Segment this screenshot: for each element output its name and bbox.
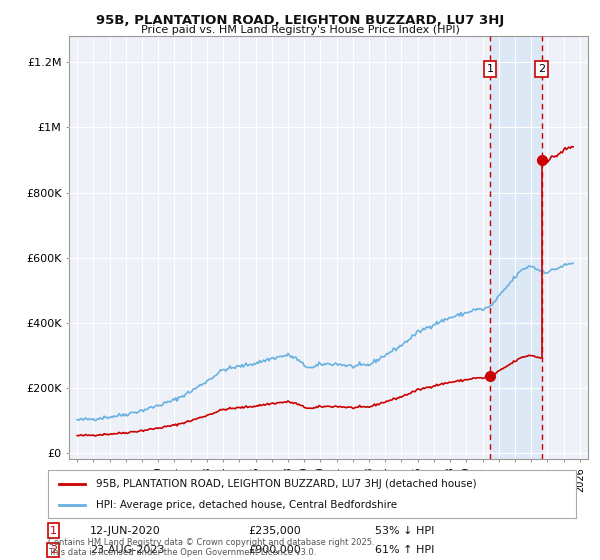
Text: 95B, PLANTATION ROAD, LEIGHTON BUZZARD, LU7 3HJ (detached house): 95B, PLANTATION ROAD, LEIGHTON BUZZARD, … (95, 479, 476, 489)
Text: 95B, PLANTATION ROAD, LEIGHTON BUZZARD, LU7 3HJ: 95B, PLANTATION ROAD, LEIGHTON BUZZARD, … (96, 14, 504, 27)
Text: 12-JUN-2020: 12-JUN-2020 (90, 526, 161, 535)
Text: £235,000: £235,000 (248, 526, 301, 535)
Bar (556, 36, 588, 459)
Text: 61% ↑ HPI: 61% ↑ HPI (376, 545, 435, 555)
Text: £900,000: £900,000 (248, 545, 301, 555)
Text: 53% ↓ HPI: 53% ↓ HPI (376, 526, 435, 535)
Text: 2: 2 (538, 64, 545, 74)
Bar (490, 36, 542, 459)
Text: 23-AUG-2023: 23-AUG-2023 (90, 545, 165, 555)
Text: HPI: Average price, detached house, Central Bedfordshire: HPI: Average price, detached house, Cent… (95, 500, 397, 510)
Text: 2: 2 (50, 545, 57, 555)
Text: Price paid vs. HM Land Registry's House Price Index (HPI): Price paid vs. HM Land Registry's House … (140, 25, 460, 35)
Text: 1: 1 (487, 64, 493, 74)
Text: Contains HM Land Registry data © Crown copyright and database right 2025.
This d: Contains HM Land Registry data © Crown c… (48, 538, 374, 557)
Text: 1: 1 (50, 526, 57, 535)
